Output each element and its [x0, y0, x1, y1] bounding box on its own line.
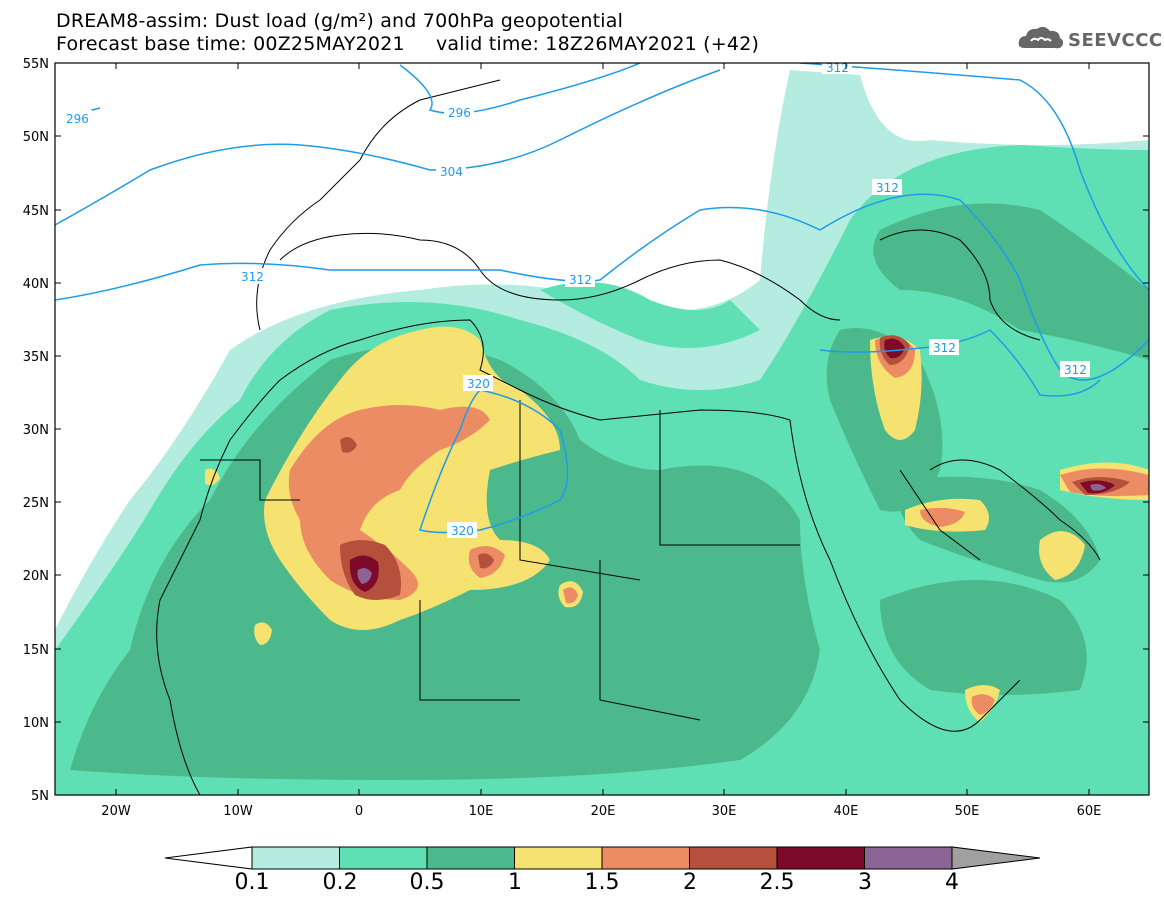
lon-label: 40E	[834, 804, 859, 819]
contour-label: 312	[876, 181, 899, 195]
colorbar-label: 2	[683, 870, 697, 895]
contour-label: 312	[826, 61, 849, 75]
geopotential-contours	[55, 63, 1149, 534]
map-title: DREAM8-assim: Dust load (g/m²) and 700hP…	[56, 10, 624, 32]
contour-label: 312	[1064, 363, 1087, 377]
lon-labels: 20W 10W 0 10E 20E 30E 40E 50E 60E	[101, 804, 1101, 819]
colorbar-label: 4	[945, 870, 959, 895]
colorbar-segment	[426, 846, 515, 870]
contour-label: 312	[933, 341, 956, 355]
colorbar-label: 0.5	[409, 870, 445, 895]
contour-label: 312	[569, 273, 592, 287]
colorbar-segment	[164, 846, 253, 870]
contour-label: 304	[440, 165, 463, 179]
colorbar-segment	[339, 846, 428, 870]
contour-label: 312	[241, 270, 264, 284]
seevccc-logo: SEEVCCC	[1017, 24, 1162, 58]
contour-label: 296	[448, 106, 471, 120]
map-subtitle: Forecast base time: 00Z25MAY2021 valid t…	[56, 33, 760, 55]
lat-label: 25N	[23, 496, 49, 511]
logo-text: SEEVCCC	[1068, 30, 1163, 51]
colorbar-segment	[601, 846, 690, 870]
colorbar-label: 0.1	[234, 870, 270, 895]
colorbar-segment	[951, 846, 1041, 870]
lon-label: 50E	[955, 804, 980, 819]
dust-field: 296 296 304 312 312 312 312 312 312 320 …	[55, 61, 1149, 795]
contour-label: 320	[451, 524, 474, 538]
lon-label: 60E	[1077, 804, 1102, 819]
colorbar-label: 1	[508, 870, 522, 895]
lat-labels: 55N 50N 45N 40N 35N 30N 25N 20N 15N 10N …	[23, 57, 49, 804]
lon-label: 10W	[223, 804, 253, 819]
colorbar-segment	[251, 846, 340, 870]
colorbar-labels: 0.1 0.2 0.5 1 1.5 2 2.5 3 4	[0, 870, 1165, 900]
lat-label: 45N	[23, 204, 49, 219]
colorbar-segment	[864, 846, 953, 870]
lat-label: 30N	[23, 423, 49, 438]
contour-label: 320	[467, 377, 490, 391]
colorbar-label: 1.5	[584, 870, 620, 895]
colorbar-segment	[514, 846, 603, 870]
lat-label: 50N	[23, 130, 49, 145]
lat-axis	[55, 62, 1149, 723]
colorbar-label: 0.2	[322, 870, 358, 895]
colorbar	[164, 846, 1041, 870]
lat-label: 10N	[23, 716, 49, 731]
colorbar-segment	[776, 846, 865, 870]
lat-label: 5N	[31, 789, 49, 804]
lon-label: 0	[355, 804, 363, 819]
lon-label: 10E	[469, 804, 494, 819]
contour-label: 296	[66, 112, 89, 126]
lon-axis	[115, 63, 1090, 795]
cloud-icon	[1018, 26, 1064, 49]
contour-labels: 296 296 304 312 312 312 312 312 312 320 …	[62, 61, 1090, 538]
lat-label: 40N	[23, 277, 49, 292]
colorbar-label: 3	[858, 870, 872, 895]
colorbar-segment	[689, 846, 778, 870]
lon-label: 30E	[712, 804, 737, 819]
lon-label: 20W	[101, 804, 131, 819]
colorbar-label: 2.5	[759, 870, 795, 895]
coastlines	[156, 79, 1101, 795]
lat-label: 35N	[23, 350, 49, 365]
lat-label: 20N	[23, 569, 49, 584]
lat-label: 15N	[23, 643, 49, 658]
lat-label: 55N	[23, 57, 49, 72]
lon-label: 20E	[591, 804, 616, 819]
